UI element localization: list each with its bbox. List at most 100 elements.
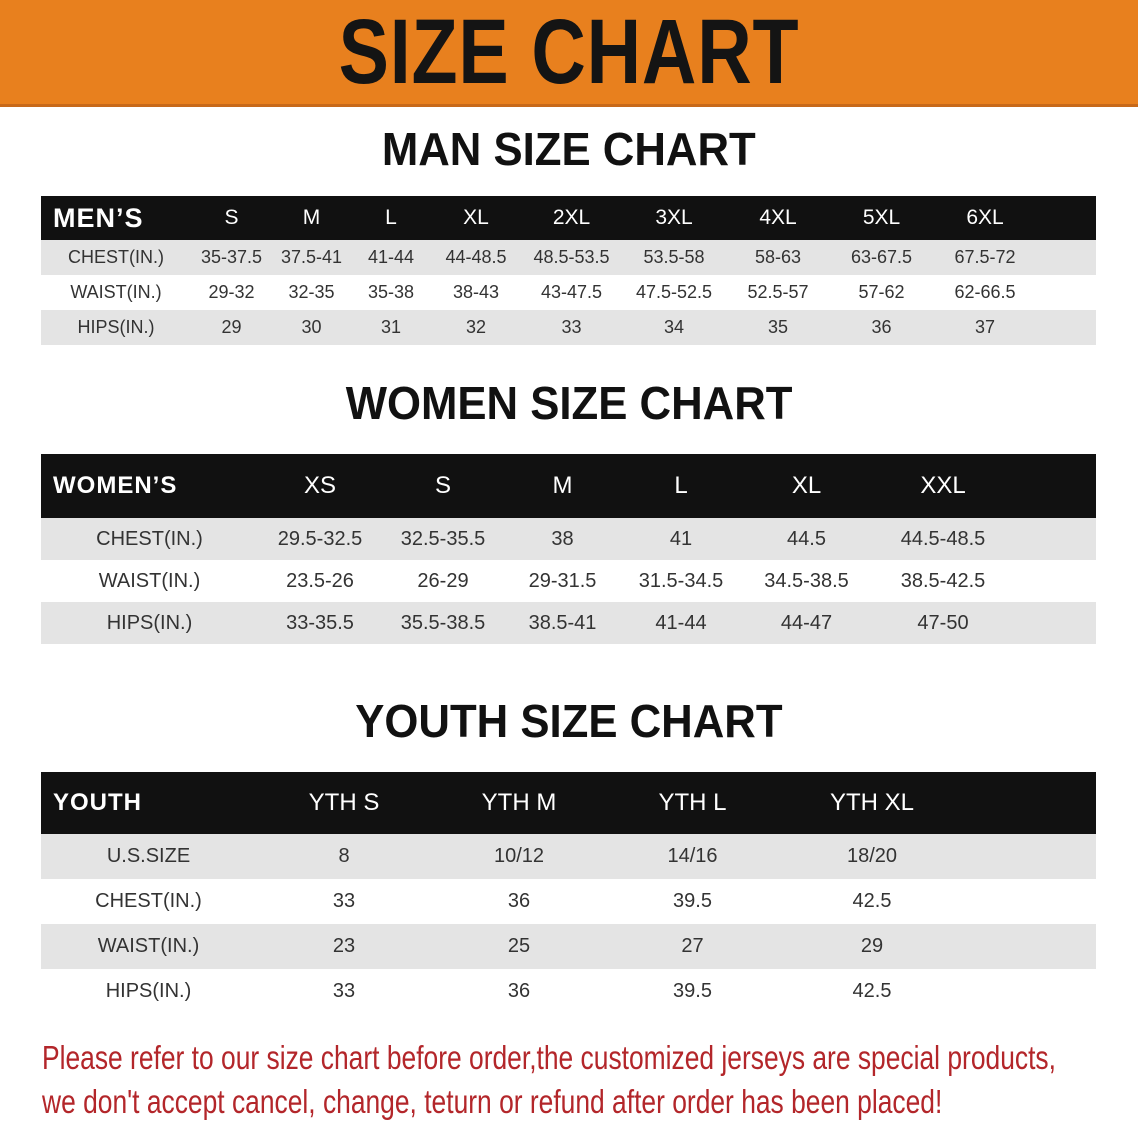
row-label: CHEST(IN.) (96, 527, 203, 550)
table-cell: 32-35 (288, 282, 335, 302)
table-cell: 44.5-48.5 (900, 527, 986, 550)
table-cell: 33 (332, 890, 356, 912)
table-cell: 63-67.5 (850, 247, 913, 267)
table-cell: 41-44 (367, 247, 415, 267)
table-cell: L (674, 472, 688, 499)
table-cell: XXL (920, 472, 966, 499)
table-cell: 35-37.5 (200, 247, 263, 267)
table-cell: 39.5 (673, 980, 712, 1002)
table-cell: 27 (681, 935, 704, 957)
women-title: WOMEN SIZE CHART (345, 377, 793, 429)
table-cell: 8 (338, 845, 350, 867)
table-cell: S (434, 472, 451, 499)
table-cell: 10/12 (493, 845, 545, 867)
table-cell: XL (791, 472, 822, 499)
table-cell: 29-32 (208, 282, 255, 302)
table-cell: 58-63 (754, 247, 802, 267)
table-cell: 29-31.5 (528, 569, 597, 592)
table-cell: 43-47.5 (540, 282, 603, 302)
row-label: MEN’S (53, 202, 144, 233)
table-cell: 23.5-26 (286, 569, 354, 592)
table-cell: 36 (871, 317, 892, 337)
table-cell: XS (303, 472, 336, 499)
table-cell: 52.5-57 (747, 282, 809, 302)
banner: SIZE CHART (0, 0, 1138, 107)
table-cell: 33 (561, 317, 582, 337)
table-cell: YTH L (658, 789, 727, 816)
table-cell: 36 (507, 980, 531, 1002)
table-cell: 36 (507, 890, 531, 912)
table-cell: L (385, 206, 397, 229)
table-cell: 33 (332, 980, 356, 1002)
table-cell: 30 (301, 317, 322, 337)
table-row: WAIST(IN.) 29-32 32-35 35-38 38-43 43-47.5 47.… (41, 275, 1096, 310)
table-cell: 34 (663, 317, 685, 337)
table-cell: 67.5-72 (954, 247, 1016, 267)
table-cell: 44.5 (787, 527, 826, 550)
table-cell: 4XL (759, 206, 797, 229)
table-cell: 38.5-41 (528, 611, 597, 634)
row-label: WAIST(IN.) (98, 569, 201, 592)
table-cell: 35-38 (367, 282, 415, 302)
row-label: YOUTH (53, 789, 142, 816)
men-size-table: MEN’S S M L XL 2XL 3XL 4XL 5XL 6XL CHEST(IN.) 35-37… (41, 196, 1096, 345)
table-cell: S (224, 206, 239, 229)
table-row: WAIST(IN.) 23.5-26 26-29 29-31.5 31.5-34.5 34… (41, 560, 1096, 602)
table-cell: YTH M (481, 789, 557, 816)
table-row: CHEST(IN.) 35-37.5 37.5-41 41-44 44-48.5 48.5… (41, 240, 1096, 275)
table-cell: 38.5-42.5 (900, 569, 986, 592)
table-row: WAIST(IN.) 23 25 27 29 (41, 924, 1096, 969)
table-cell: M (552, 472, 573, 499)
row-label: WAIST(IN.) (70, 282, 162, 302)
table-cell: 2XL (552, 206, 591, 229)
table-cell: 32 (465, 317, 487, 337)
notice-line: Please refer to our size chart before or… (42, 1039, 1056, 1076)
table-cell: 37.5-41 (280, 247, 343, 267)
table-row: HIPS(IN.) 29 30 31 32 33 34 35 36 37 (41, 310, 1096, 345)
table-cell: 31 (380, 317, 402, 337)
women-size-table: WOMEN’S XS S M L XL XXL CHEST(IN.) 29.5-32.5 32.5… (41, 454, 1096, 644)
table-cell: 34.5-38.5 (764, 569, 849, 592)
table-row: HIPS(IN.) 33 36 39.5 42.5 (41, 969, 1096, 1014)
table-row: U.S.SIZE 8 10/12 14/16 18/20 (41, 834, 1096, 879)
table-cell: 47-50 (917, 611, 969, 634)
table-cell: 26-29 (417, 569, 469, 592)
table-cell: 35 (767, 317, 789, 337)
table-cell: XL (463, 206, 489, 229)
table-row: HIPS(IN.) 33-35.5 35.5-38.5 38.5-41 41-44 44-… (41, 602, 1096, 644)
table-cell: 5XL (862, 206, 901, 229)
table-cell: 57-62 (858, 282, 905, 302)
table-row: CHEST(IN.) 29.5-32.5 32.5-35.5 38 41 44.5 44.5… (41, 518, 1096, 560)
table-cell: 42.5 (852, 890, 892, 912)
table-cell: 18/20 (846, 845, 898, 867)
row-label: CHEST(IN.) (68, 247, 164, 267)
row-label: HIPS(IN.) (77, 317, 155, 337)
table-cell: 38-43 (452, 282, 500, 302)
youth-title: YOUTH SIZE CHART (355, 695, 783, 747)
row-label: HIPS(IN.) (105, 980, 192, 1002)
table-cell: 29.5-32.5 (277, 527, 363, 550)
table-cell: 41-44 (655, 611, 707, 634)
table-header-row: MEN’S S M L XL 2XL 3XL 4XL 5XL 6XL (41, 196, 1096, 240)
table-row: CHEST(IN.) 33 36 39.5 42.5 (41, 879, 1096, 924)
table-cell: 42.5 (852, 980, 892, 1002)
row-label: HIPS(IN.) (106, 611, 193, 634)
table-cell: 3XL (655, 206, 693, 229)
table-cell: 6XL (966, 206, 1004, 229)
table-cell: 41 (669, 527, 693, 550)
table-cell: 47.5-52.5 (635, 282, 713, 302)
table-header-row: YOUTH YTH S YTH M YTH L YTH XL (41, 772, 1096, 834)
table-cell: 39.5 (673, 890, 712, 912)
table-cell: 33-35.5 (286, 611, 354, 634)
row-label: CHEST(IN.) (95, 890, 202, 912)
row-label: U.S.SIZE (106, 845, 191, 867)
table-cell: 25 (507, 935, 531, 957)
table-cell: YTH S (308, 789, 380, 816)
table-header-row: WOMEN’S XS S M L XL XXL (41, 454, 1096, 518)
table-cell: 29 (860, 935, 884, 957)
notice-line: we don't accept cancel, change, teturn o… (42, 1083, 943, 1120)
table-cell: 23 (332, 935, 356, 957)
table-cell: 44-48.5 (445, 247, 507, 267)
row-label: WOMEN’S (53, 472, 178, 499)
table-cell: 14/16 (667, 845, 718, 867)
